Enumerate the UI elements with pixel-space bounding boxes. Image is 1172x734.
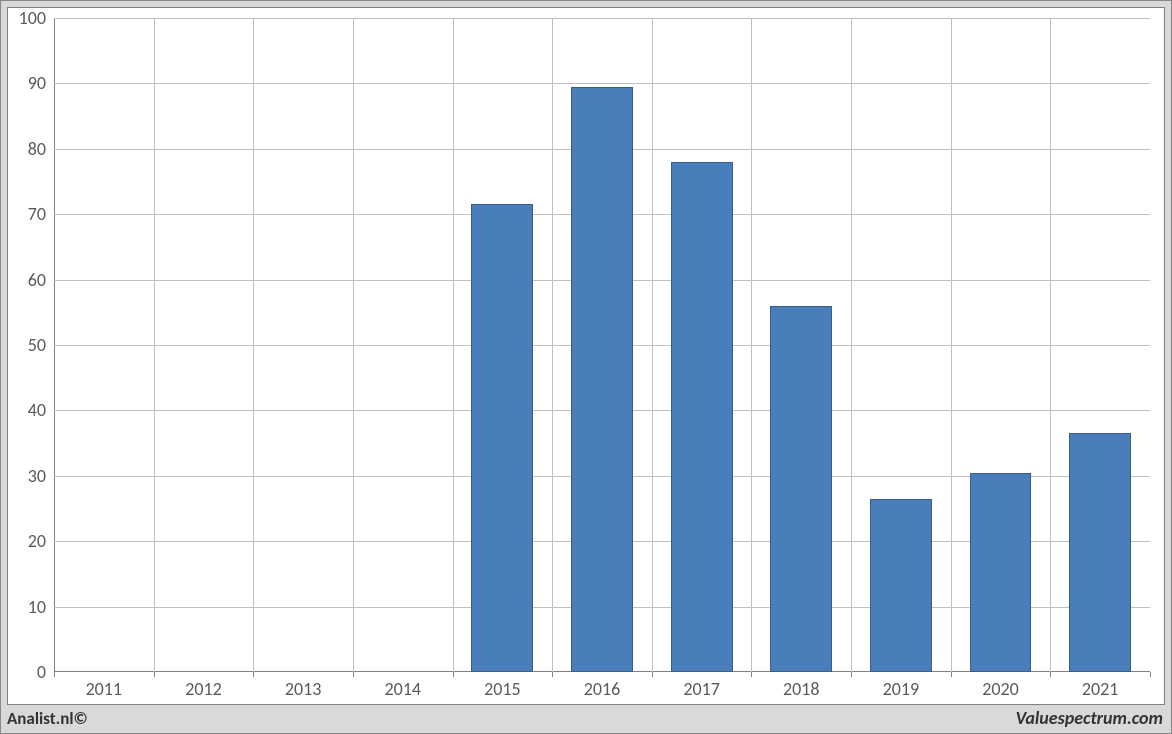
x-tick-mark bbox=[253, 672, 254, 677]
y-tick-label: 90 bbox=[28, 72, 54, 94]
bar bbox=[770, 306, 832, 672]
x-tick-mark bbox=[751, 672, 752, 677]
x-tick-label: 2018 bbox=[783, 672, 820, 700]
x-tick-mark bbox=[552, 672, 553, 677]
x-tick-label: 2015 bbox=[484, 672, 521, 700]
x-tick-mark bbox=[951, 672, 952, 677]
y-tick-label: 30 bbox=[28, 465, 54, 487]
x-tick-mark bbox=[54, 672, 55, 677]
bar bbox=[571, 87, 633, 672]
grid-line-v bbox=[851, 18, 852, 672]
bar bbox=[471, 204, 533, 672]
footer-credit-left: Analist.nl© bbox=[7, 708, 88, 729]
x-tick-mark bbox=[453, 672, 454, 677]
grid-line-v bbox=[751, 18, 752, 672]
x-tick-mark bbox=[652, 672, 653, 677]
grid-line-v bbox=[353, 18, 354, 672]
grid-line-v bbox=[154, 18, 155, 672]
bar bbox=[1069, 433, 1131, 672]
grid-line-v bbox=[652, 18, 653, 672]
y-tick-label: 40 bbox=[28, 399, 54, 421]
y-tick-label: 60 bbox=[28, 269, 54, 291]
x-tick-label: 2012 bbox=[185, 672, 222, 700]
x-tick-mark bbox=[1050, 672, 1051, 677]
x-tick-mark bbox=[154, 672, 155, 677]
plot-frame: 0 10 20 30 40 50 60 70 80 90 100 2011 2012 2013 2014 20… bbox=[7, 7, 1165, 705]
y-tick-label: 20 bbox=[28, 530, 54, 552]
x-tick-label: 2017 bbox=[683, 672, 720, 700]
grid-line-v bbox=[253, 18, 254, 672]
x-tick-label: 2021 bbox=[1082, 672, 1119, 700]
x-tick-label: 2016 bbox=[584, 672, 621, 700]
x-tick-label: 2013 bbox=[285, 672, 322, 700]
x-tick-label: 2020 bbox=[982, 672, 1019, 700]
chart-container: 0 10 20 30 40 50 60 70 80 90 100 2011 2012 2013 2014 20… bbox=[0, 0, 1172, 734]
y-tick-label: 10 bbox=[28, 596, 54, 618]
x-tick-label: 2011 bbox=[86, 672, 123, 700]
grid-line-v bbox=[951, 18, 952, 672]
grid-line-h bbox=[54, 18, 1150, 19]
bar bbox=[870, 499, 932, 672]
x-tick-label: 2019 bbox=[883, 672, 920, 700]
grid-line-v bbox=[552, 18, 553, 672]
bar bbox=[970, 473, 1032, 672]
y-tick-label: 0 bbox=[37, 661, 54, 683]
x-tick-label: 2014 bbox=[384, 672, 421, 700]
x-tick-mark bbox=[851, 672, 852, 677]
grid-line-v bbox=[453, 18, 454, 672]
footer-credit-right: Valuespectrum.com bbox=[1016, 707, 1163, 729]
grid-line-h bbox=[54, 83, 1150, 84]
plot-area: 0102030405060708090100201120122013201420… bbox=[54, 18, 1150, 672]
grid-line-v bbox=[1050, 18, 1051, 672]
bar bbox=[671, 162, 733, 672]
y-tick-label: 70 bbox=[28, 203, 54, 225]
y-tick-label: 80 bbox=[28, 138, 54, 160]
y-tick-label: 100 bbox=[19, 7, 54, 29]
y-tick-label: 50 bbox=[28, 334, 54, 356]
x-tick-mark bbox=[1150, 672, 1151, 677]
x-tick-mark bbox=[353, 672, 354, 677]
